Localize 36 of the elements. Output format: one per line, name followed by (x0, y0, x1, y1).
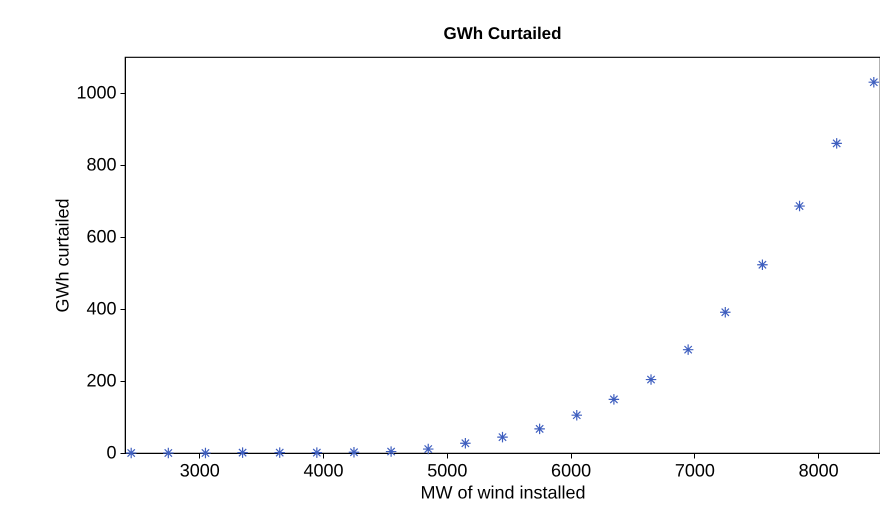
x-tick-label: 6000 (551, 460, 592, 480)
point (570, 409, 583, 422)
point (756, 258, 768, 271)
x-axis-title: MW of wind installed (420, 482, 586, 502)
point (348, 446, 360, 458)
y-tick-label: 400 (86, 298, 116, 318)
point (125, 447, 138, 459)
x-tick-label: 8000 (798, 460, 839, 480)
y-tick-label: 1000 (76, 82, 116, 102)
point (200, 447, 212, 459)
x-tick-label: 5000 (427, 460, 468, 480)
point (162, 447, 174, 459)
x-tick-label: 7000 (674, 460, 715, 480)
point (682, 344, 694, 356)
point (719, 306, 732, 318)
point (496, 431, 508, 444)
point (794, 200, 806, 212)
point (868, 76, 880, 88)
point (236, 446, 248, 458)
y-tick-label: 200 (86, 370, 116, 390)
x-tick-label: 3000 (180, 460, 220, 480)
y-tick-label: 800 (86, 154, 116, 174)
point (534, 423, 546, 435)
y-axis-title: GWh curtailed (52, 198, 72, 313)
point (830, 138, 843, 150)
chart-title: GWh Curtailed (443, 24, 562, 43)
y-tick-label: 0 (106, 442, 116, 462)
point (385, 446, 397, 458)
point (645, 374, 657, 386)
point (608, 394, 620, 406)
y-tick-label: 600 (86, 226, 116, 246)
x-tick-label: 4000 (304, 460, 344, 480)
point (311, 446, 323, 458)
point (274, 446, 286, 458)
point (460, 437, 472, 450)
point (422, 443, 434, 455)
